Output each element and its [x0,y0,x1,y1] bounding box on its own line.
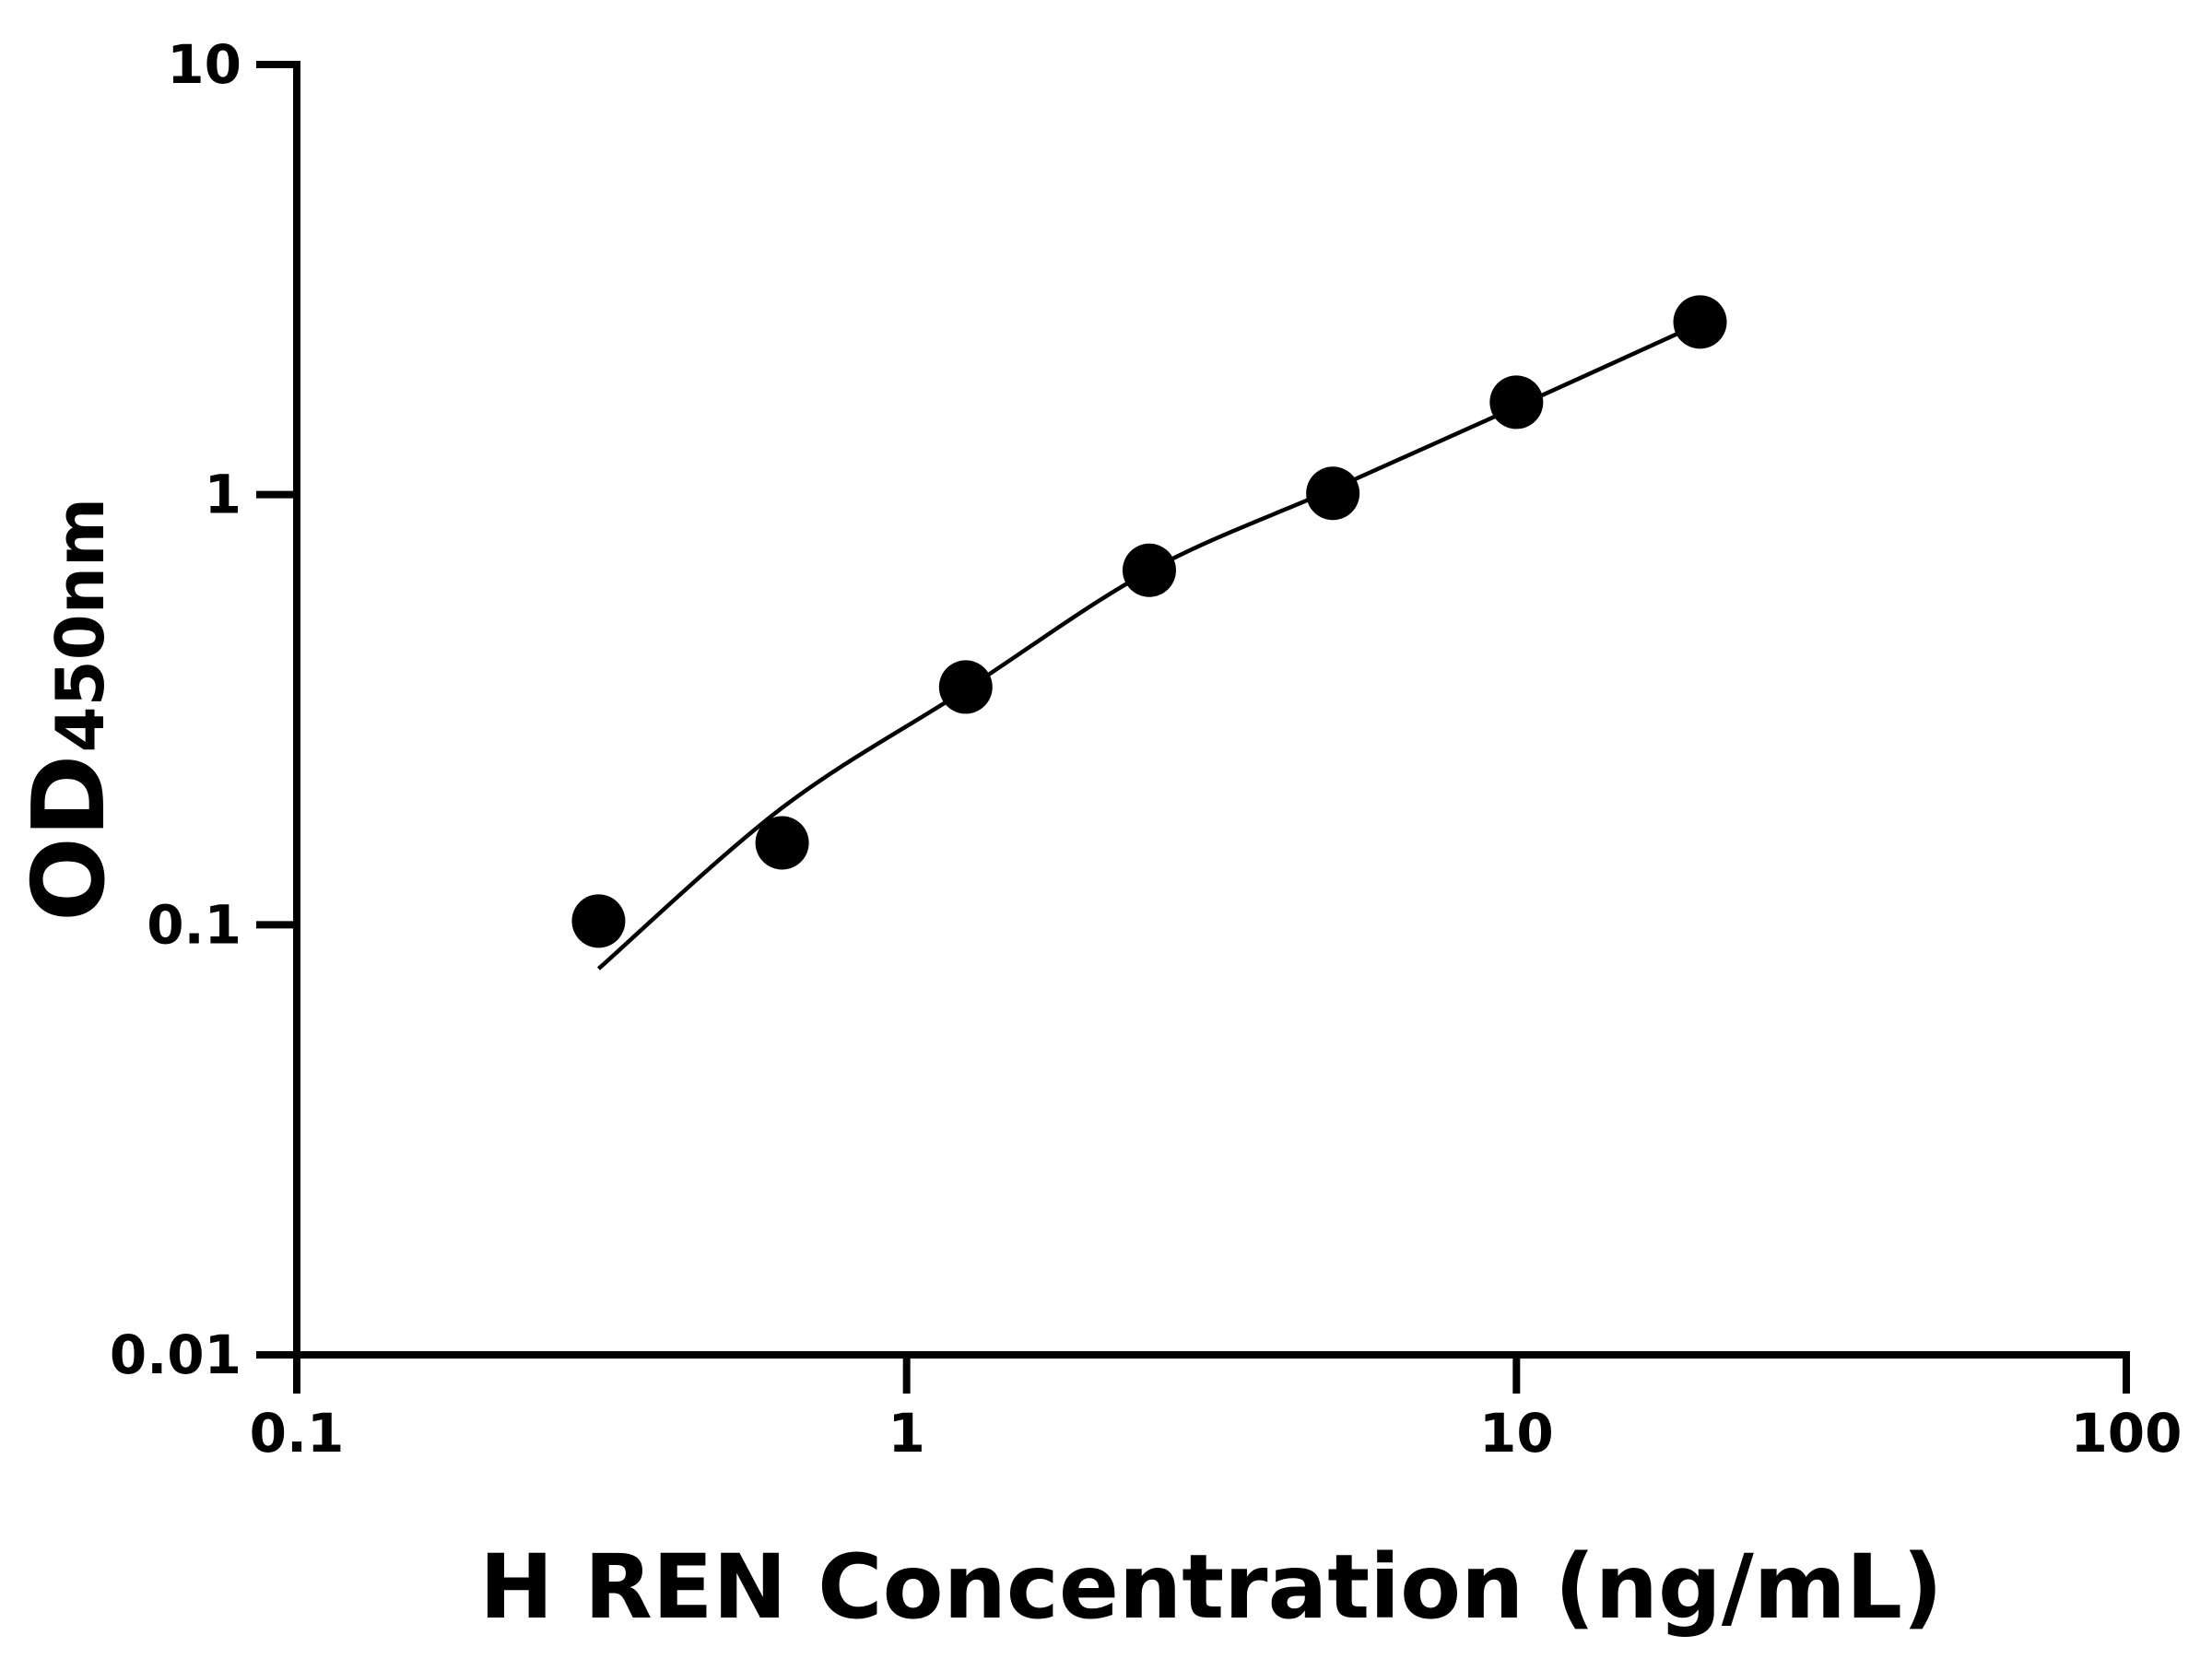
y-tick-label: 1 [205,464,241,526]
data-point [1673,295,1727,349]
y-tick-label: 10 [167,33,241,96]
x-tick-label: 100 [2070,1402,2182,1465]
x-tick-label: 0.1 [250,1402,345,1465]
x-axis-label: H REN Concentration (ng/mL) [479,1535,1943,1639]
data-point [1306,466,1360,521]
data-point [938,660,993,714]
data-point [1122,543,1176,597]
y-axis-label-main: OD [12,755,127,922]
x-tick-label: 1 [888,1402,924,1465]
svg-text:OD450nm: OD450nm [12,498,127,922]
data-point [1489,375,1544,429]
y-tick-label: 0.1 [147,893,241,956]
data-point [571,894,626,948]
y-axis-label-sub: 450nm [41,498,119,753]
y-axis-label: OD450nm [12,498,127,922]
x-tick-label: 10 [1479,1402,1554,1465]
y-tick-label: 0.01 [110,1324,241,1386]
data-point [755,816,809,870]
